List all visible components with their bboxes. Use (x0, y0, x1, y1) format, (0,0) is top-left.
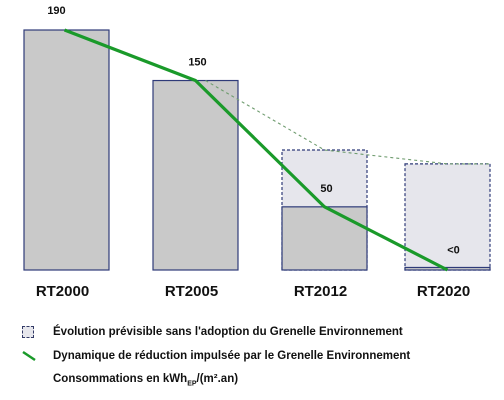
legend-item-projection: Évolution prévisible sans l'adoption du … (22, 320, 492, 344)
projection-trend-layer (205, 80, 490, 165)
legend: Évolution prévisible sans l'adoption du … (22, 320, 492, 392)
legend-label-reduction: Dynamique de réduction impulsée par le G… (53, 350, 411, 362)
projection-swatch (22, 326, 34, 338)
projection-trend-line (205, 80, 490, 165)
value-label-rt2000: 190 (47, 5, 65, 17)
bars-layer (23, 29, 491, 271)
reduction-line-layer (63, 28, 449, 272)
bar-rt2000 (23, 29, 110, 271)
legend-label-projection: Évolution prévisible sans l'adoption du … (53, 326, 403, 338)
legend-item-reduction: Dynamique de réduction impulsée par le G… (22, 344, 492, 368)
unit-label: Consommations en kWhEP/(m².an) (53, 372, 239, 388)
projection-box-rt2020 (404, 163, 491, 271)
category-label-rt2020: RT2020 (417, 283, 470, 300)
value-label-rt2012: 50 (320, 183, 332, 195)
bar-rt2012 (281, 206, 368, 271)
category-label-rt2012: RT2012 (294, 283, 347, 300)
category-label-rt2000: RT2000 (36, 283, 89, 300)
reduction-line (63, 28, 449, 272)
value-label-rt2020: <0 (447, 244, 460, 256)
chart: 190 150 50 <0 RT2000 RT2005 RT2012 RT2020 (23, 5, 491, 300)
value-label-rt2005: 150 (188, 57, 206, 69)
reduction-line-swatch (22, 350, 36, 362)
legend-item-unit: Consommations en kWhEP/(m².an) (22, 368, 492, 392)
bar-rt2005 (152, 79, 239, 271)
labels-layer: 190 150 50 <0 RT2000 RT2005 RT2012 RT2020 (36, 5, 470, 300)
category-label-rt2005: RT2005 (165, 283, 218, 300)
